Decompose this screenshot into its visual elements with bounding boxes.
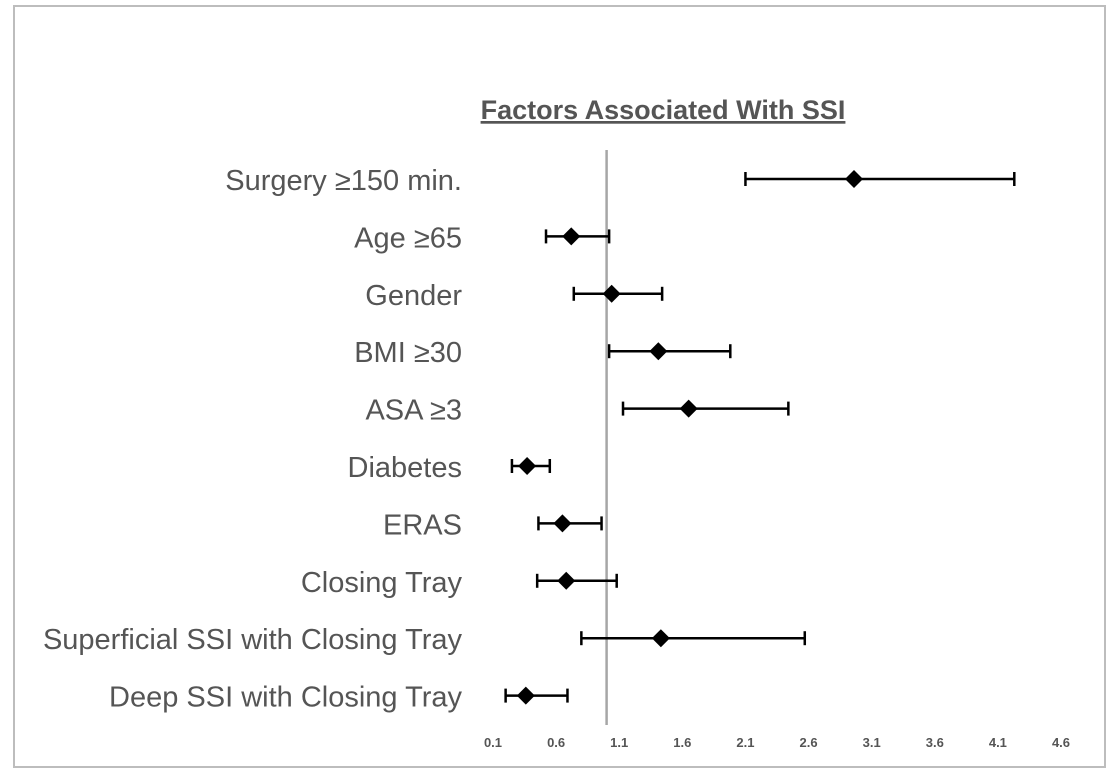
forest-plot: Factors Associated With SSI Surgery ≥150…: [43, 95, 1070, 750]
x-tick-label: 0.1: [484, 735, 502, 750]
x-tick-label: 1.1: [610, 735, 628, 750]
row-label: Gender: [365, 280, 462, 312]
x-tick-label: 2.1: [736, 735, 754, 750]
estimate-marker: [557, 571, 576, 590]
row-label: BMI ≥30: [354, 337, 462, 369]
forest-row: Diabetes: [348, 452, 552, 484]
row-label: Superficial SSI with Closing Tray: [43, 624, 463, 656]
estimate-marker: [602, 284, 621, 303]
estimate-marker: [844, 170, 863, 188]
forest-row: Deep SSI with Closing Tray: [109, 682, 569, 714]
row-label: ERAS: [383, 509, 462, 541]
chart-title: Factors Associated With SSI: [481, 95, 846, 125]
estimate-marker: [649, 342, 668, 361]
forest-row: Closing Tray: [301, 567, 618, 599]
x-tick-label: 4.6: [1052, 735, 1070, 750]
forest-row: Surgery ≥150 min.: [225, 165, 1016, 197]
estimate-marker: [679, 399, 698, 418]
rows-layer: Surgery ≥150 min. Age ≥65 Gender BMI ≥30 ASA…: [43, 165, 1016, 714]
estimate-marker: [553, 514, 572, 533]
row-label: Surgery ≥150 min.: [225, 165, 462, 197]
x-tick-label: 3.6: [926, 735, 944, 750]
row-label: Closing Tray: [301, 567, 463, 599]
x-tick-label: 0.6: [547, 735, 565, 750]
forest-row: ERAS: [383, 509, 603, 541]
forest-row: ASA ≥3: [365, 395, 790, 427]
row-label: ASA ≥3: [365, 395, 462, 427]
forest-row: Age ≥65: [354, 222, 611, 254]
x-tick-label: 1.6: [673, 735, 691, 750]
chart-frame: Factors Associated With SSI Surgery ≥150…: [13, 5, 1106, 768]
row-label: Deep SSI with Closing Tray: [109, 682, 462, 714]
forest-row: Superficial SSI with Closing Tray: [43, 624, 807, 656]
x-tick-label: 4.1: [989, 735, 1007, 750]
forest-row: Gender: [365, 280, 664, 312]
estimate-marker: [516, 686, 535, 705]
forest-row: BMI ≥30: [354, 337, 732, 369]
x-tick-label: 3.1: [863, 735, 881, 750]
row-label: Age ≥65: [354, 222, 462, 254]
row-label: Diabetes: [348, 452, 462, 484]
x-axis-ticks: 0.1 0.6 1.1 1.6 2.1 2.6 3.1 3.6 4.1 4.6: [484, 735, 1070, 750]
x-tick-label: 2.6: [800, 735, 818, 750]
estimate-marker: [518, 457, 537, 475]
estimate-marker: [651, 629, 670, 648]
estimate-marker: [562, 227, 581, 246]
